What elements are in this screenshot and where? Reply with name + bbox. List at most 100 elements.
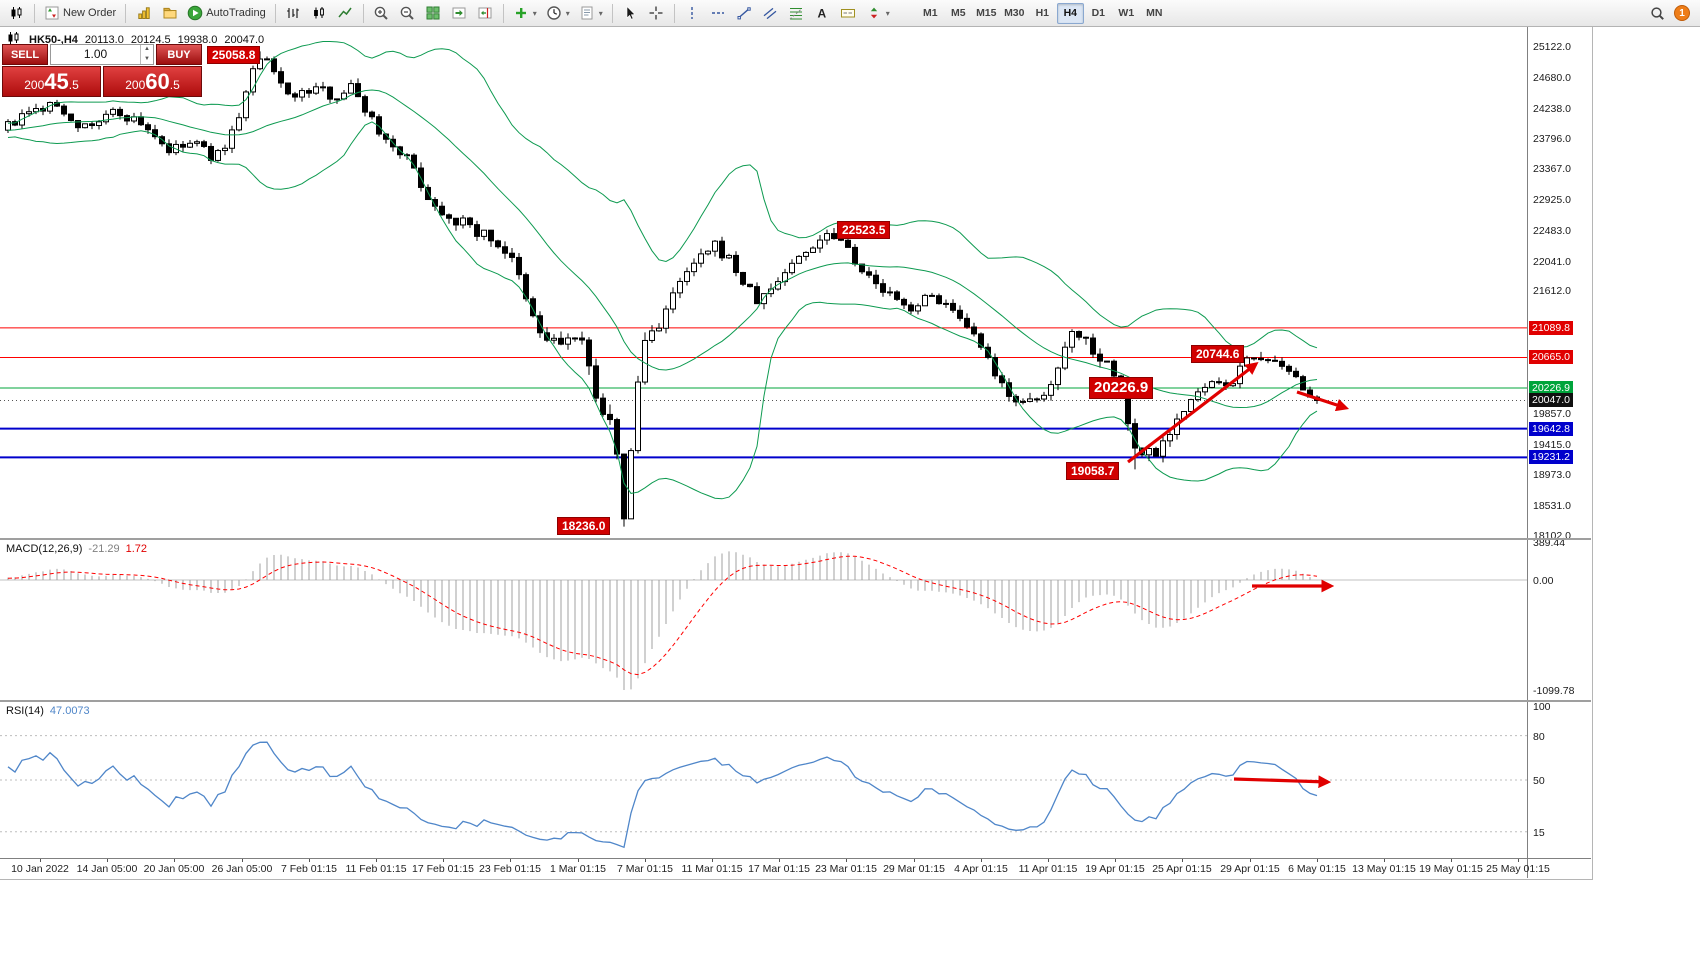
text-button[interactable]: A [810,2,835,25]
panel-separator[interactable] [0,700,1591,702]
zoom-out-button[interactable] [395,2,420,25]
price-axis-label: 22041.0 [1533,256,1571,268]
timeframe-mn[interactable]: MN [1146,7,1163,19]
timeframe-m30[interactable]: M30 [1004,7,1025,19]
fibonacci-button[interactable] [784,2,809,25]
new-order-button[interactable]: New Order [40,2,120,25]
macd-panel-canvas[interactable] [0,540,1528,700]
trend-arrow[interactable] [1233,775,1332,789]
volume-value[interactable]: 1.00 [83,47,108,61]
buy-price-display[interactable]: 200 60.5 [103,66,202,97]
search-button[interactable] [1644,2,1669,25]
time-axis-tick [174,859,175,862]
timeframe-w1[interactable]: W1 [1118,7,1135,19]
volume-down-icon[interactable]: ▼ [144,55,150,62]
time-axis-tick [309,859,310,862]
time-axis-label: 7 Mar 01:15 [616,863,674,875]
time-axis-label: 26 Jan 05:00 [211,863,273,875]
timeframe-m5[interactable]: M5 [950,7,966,19]
text-label-button[interactable] [836,2,861,25]
toolbar-separator [502,3,504,23]
time-axis-tick [1451,859,1452,862]
price-axis-label: 24238.0 [1533,103,1571,115]
toolbar-separator [673,3,675,23]
horizontal-line-button[interactable] [706,2,731,25]
timeframe-d1[interactable]: D1 [1091,7,1105,19]
vertical-line-button[interactable] [680,2,705,25]
dropdown-caret-icon[interactable]: ▾ [532,8,537,18]
rsi-value: 47.0073 [49,705,90,717]
trendline-icon [737,7,751,20]
periods-button[interactable]: ▾ [542,2,574,25]
main-chart-canvas[interactable] [0,27,1528,538]
dropdown-caret-icon[interactable]: ▾ [885,8,890,18]
price-annotation[interactable]: 19058.7 [1066,462,1120,481]
crosshair-icon [649,6,663,20]
timeframe-m1[interactable]: M1 [922,7,938,19]
time-axis-label: 23 Mar 01:15 [815,863,877,875]
timeframe-h1[interactable]: H1 [1035,7,1049,19]
volume-up-icon[interactable]: ▲ [144,46,150,52]
time-axis-label: 6 May 01:15 [1288,863,1346,875]
dropdown-caret-icon[interactable]: ▾ [598,8,603,18]
time-axis-tick [1250,859,1251,862]
time-axis[interactable]: 10 Jan 2022 14 Jan 05:00 20 Jan 05:00 26 Ja… [0,858,1591,878]
time-axis-tick [1048,859,1049,862]
chart-type-mini-icon [6,30,22,49]
price-annotation[interactable]: 22523.5 [837,221,891,240]
price-axis-label: 18973.0 [1533,469,1571,481]
price-annotation[interactable]: 20226.9 [1089,377,1154,399]
rsi-axis-label: 100 [1533,701,1551,713]
sell-price-pips: 45 [44,69,69,94]
panel-separator[interactable] [0,538,1591,540]
equidistant-channel-button[interactable] [758,2,783,25]
time-axis-tick [846,859,847,862]
sell-button[interactable]: SELL [2,44,48,65]
auto-scroll-button[interactable] [447,2,472,25]
trendline-button[interactable] [732,2,757,25]
crosshair-button[interactable] [644,2,669,25]
timeframe-m15[interactable]: M15 [976,7,997,19]
time-axis-label: 17 Feb 01:15 [412,863,474,875]
chart-shift-button[interactable] [473,2,498,25]
buy-button[interactable]: BUY [156,44,202,65]
price-axis[interactable]: 25122.0 24680.0 24238.0 23796.0 23367.0 22925… [1527,27,1591,878]
templates-button[interactable]: ▾ [575,2,607,25]
tile-windows-button[interactable] [421,2,446,25]
trend-arrow[interactable] [1127,362,1259,464]
time-axis-label: 25 Apr 01:15 [1152,863,1212,875]
price-axis-label: 25122.0 [1533,41,1571,53]
indicators-button[interactable]: ▾ [509,2,541,25]
sell-price-display[interactable]: 200 45.5 [2,66,101,97]
time-axis-tick [242,859,243,862]
high-value: 20124.5 [130,33,171,46]
autotrading-button[interactable]: AutoTrading [183,2,270,25]
new-chart-button[interactable] [131,2,156,25]
bars-chart-button[interactable] [281,2,306,25]
line-chart-button[interactable] [333,2,358,25]
candlestick-chart-button[interactable] [307,2,332,25]
arrows-button[interactable]: ▾ [862,2,894,25]
macd-axis-label: 389.44 [1533,537,1566,549]
volume-spinner[interactable]: ▲ ▼ [140,45,153,64]
chart-window-icon[interactable] [4,2,29,25]
svg-text:A: A [818,7,827,21]
volume-field[interactable]: 1.00 ▲ ▼ [50,44,154,65]
dropdown-caret-icon[interactable]: ▾ [565,8,570,18]
price-annotation[interactable]: 18236.0 [557,517,611,536]
profiles-button[interactable] [157,2,182,25]
timeframe-toolbar: M1 M5 M15 M30 H1 H4 D1 W1 MN [917,2,1168,24]
new-order-button-label: New Order [63,7,117,19]
price-annotation[interactable]: 20744.6 [1191,345,1245,364]
price-annotation[interactable]: 25058.8 [207,46,261,65]
cursor-button[interactable] [618,2,643,25]
time-axis-label: 23 Feb 01:15 [479,863,541,875]
sell-price-frac: .5 [68,78,79,92]
time-axis-tick [1317,859,1318,862]
macd-axis-label: -1099.78 [1533,685,1575,697]
trend-arrow[interactable] [1296,390,1350,412]
zoom-in-button[interactable] [369,2,394,25]
notification-badge[interactable]: 1 [1674,5,1690,21]
rsi-panel-canvas[interactable] [0,702,1528,858]
timeframe-h4[interactable]: H4 [1056,2,1084,24]
